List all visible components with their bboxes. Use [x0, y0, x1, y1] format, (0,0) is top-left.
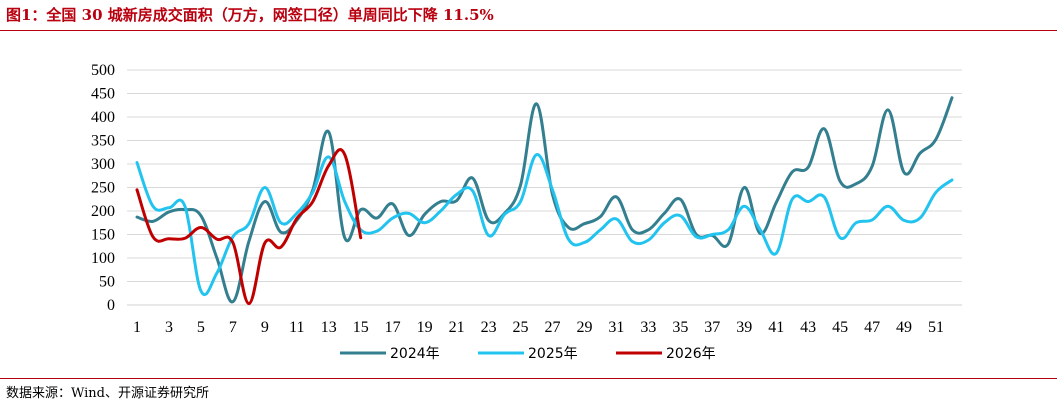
x-tick-label: 11: [289, 319, 304, 336]
x-tick-label: 5: [197, 319, 205, 336]
x-tick-label: 45: [832, 319, 848, 336]
footer-divider: [0, 378, 1057, 379]
x-tick-label: 17: [385, 319, 401, 336]
x-tick-label: 43: [800, 319, 816, 336]
y-tick-label: 450: [91, 86, 115, 103]
y-tick-label: 500: [91, 62, 115, 79]
data-source: 数据来源：Wind、开源证券研究所: [6, 386, 209, 401]
title-divider: [0, 30, 1057, 31]
series-line-3: [135, 148, 363, 306]
y-tick-label: 0: [107, 297, 115, 314]
y-tick-label: 300: [91, 156, 115, 173]
x-tick-label: 27: [544, 319, 560, 336]
legend-label: 2026年: [666, 346, 716, 362]
x-tick-label: 15: [353, 319, 369, 336]
x-tick-label: 19: [417, 319, 433, 336]
y-tick-label: 400: [91, 109, 115, 126]
y-tick-label: 200: [91, 203, 115, 220]
legend-label: 2025年: [528, 346, 578, 362]
x-tick-label: 29: [576, 319, 592, 336]
series-line-2: [135, 153, 954, 297]
legend-label: 2024年: [390, 346, 440, 362]
x-tick-label: 49: [896, 319, 912, 336]
x-tick-label: 39: [736, 319, 752, 336]
x-tick-label: 31: [608, 319, 624, 336]
y-tick-label: 100: [91, 250, 115, 267]
gridlines: [127, 69, 962, 306]
x-tick-label: 33: [640, 319, 656, 336]
x-tick-label: 25: [513, 319, 529, 336]
x-tick-label: 51: [928, 319, 944, 336]
x-tick-label: 47: [864, 319, 880, 336]
x-tick-label: 7: [229, 319, 237, 336]
series-line-1: [135, 96, 954, 304]
legend: 2024年 2025年 2026年: [340, 346, 716, 362]
x-tick-label: 35: [672, 319, 688, 336]
x-tick-label: 37: [704, 319, 720, 336]
x-tick-label: 1: [133, 319, 141, 336]
series-lines: [135, 96, 954, 306]
x-tick-label: 21: [449, 319, 465, 336]
x-tick-label: 41: [768, 319, 784, 336]
y-tick-label: 250: [91, 180, 115, 197]
x-tick-label: 23: [481, 319, 497, 336]
y-tick-label: 150: [91, 227, 115, 244]
y-tick-label: 50: [99, 274, 115, 291]
x-tick-label: 9: [261, 319, 269, 336]
chart-title: 图1：全国 30 城新房成交面积（万方，网签口径）单周同比下降 11.5%: [6, 6, 494, 24]
y-axis-ticks: 0 50 100 150 200 250 300 350 400 450 500: [91, 62, 115, 314]
x-axis-ticks: 1 3 5 7 9 11 13 15 17 19 21 23 25 27 29 31 33 35 37 39 41 43 4…: [133, 319, 944, 336]
y-tick-label: 350: [91, 133, 115, 150]
x-tick-label: 13: [321, 319, 337, 336]
x-tick-label: 3: [165, 319, 173, 336]
